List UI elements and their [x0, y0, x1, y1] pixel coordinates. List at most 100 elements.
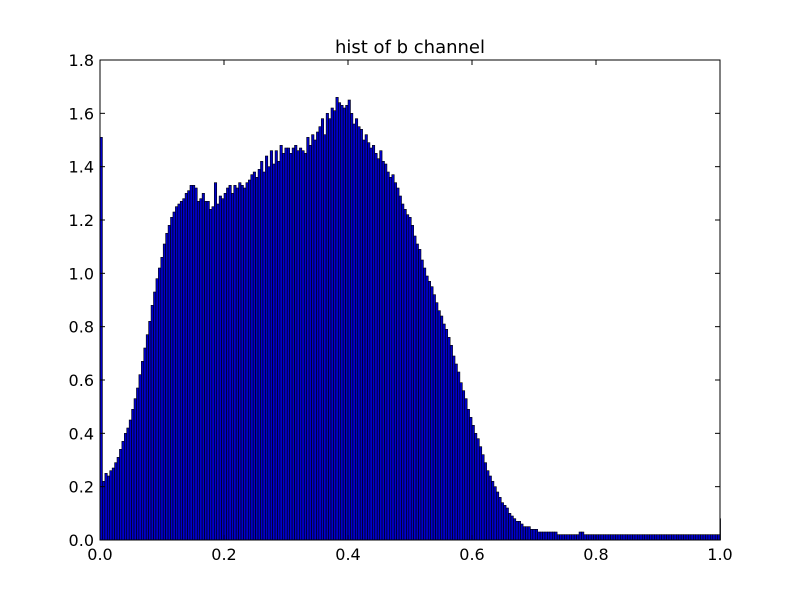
histogram-bar	[102, 481, 106, 541]
histogram-bar	[277, 161, 281, 541]
histogram-bar	[248, 179, 252, 541]
histogram-bar	[561, 534, 565, 541]
histogram-bar	[615, 534, 619, 541]
histogram-bar	[403, 209, 407, 541]
histogram-bar	[413, 235, 417, 541]
histogram-bar	[318, 126, 322, 541]
histogram-bar	[425, 275, 429, 541]
y-tick-label: 0.2	[69, 478, 94, 497]
histogram-bar	[342, 107, 346, 541]
histogram-bar	[187, 190, 191, 541]
histogram-bar	[549, 531, 553, 541]
histogram-bar	[510, 515, 514, 541]
histogram-bar	[476, 438, 480, 541]
y-tick-label: 0.0	[69, 531, 94, 550]
histogram-bar	[299, 147, 303, 541]
histogram-bar	[556, 534, 560, 541]
histogram-bar	[340, 105, 344, 541]
histogram-bar	[291, 147, 295, 541]
histogram-bar	[150, 305, 154, 541]
histogram-bar	[569, 534, 573, 541]
histogram-bar	[639, 534, 643, 541]
histogram-bar	[700, 534, 704, 541]
histogram-bar	[189, 185, 193, 541]
histogram-bar	[209, 209, 213, 541]
histogram-bar	[410, 225, 414, 541]
histogram-bar	[289, 153, 293, 541]
histogram-bar	[714, 534, 718, 541]
x-tick-label: 0.4	[335, 545, 360, 564]
histogram-bar	[240, 185, 244, 541]
histogram-bar	[479, 446, 483, 541]
histogram-bar	[398, 195, 402, 541]
histogram-bar	[551, 531, 556, 541]
chart-title: hist of b channel	[335, 37, 485, 58]
histogram-bar	[106, 475, 111, 541]
histogram-bar	[192, 185, 196, 541]
histogram-bar	[500, 502, 504, 541]
histogram-bar	[617, 534, 621, 541]
histogram-bar	[578, 531, 582, 541]
histogram-bar	[364, 134, 368, 541]
histogram-bar	[267, 166, 271, 541]
histogram-bar	[350, 113, 354, 541]
histogram-bar	[294, 145, 298, 541]
histogram-bar	[423, 267, 427, 541]
histogram-bar	[695, 534, 699, 541]
histogram-bar	[345, 105, 349, 541]
histogram-bar	[250, 174, 254, 541]
histogram-bar	[651, 534, 655, 541]
histogram-bar	[712, 534, 716, 541]
histogram-bar	[211, 206, 215, 541]
histogram-bar	[138, 374, 142, 541]
histogram-bar	[627, 534, 631, 541]
histogram-bar	[131, 409, 135, 541]
histogram-bar	[184, 193, 188, 541]
histogram-bar	[493, 486, 497, 541]
histogram-bar	[447, 337, 451, 541]
histogram-bar	[119, 449, 123, 541]
histogram-bar	[401, 203, 405, 541]
histogram-bar	[517, 521, 521, 541]
y-tick-label: 0.4	[69, 424, 94, 443]
histogram-bar	[379, 150, 383, 541]
plot-frame	[99, 59, 721, 541]
histogram-bar	[235, 187, 239, 541]
histogram-bar	[160, 257, 164, 541]
histogram-bar	[323, 134, 327, 541]
histogram-bar	[316, 131, 320, 541]
histogram-bar	[243, 187, 247, 541]
histogram-bar	[624, 534, 628, 541]
histogram-bar	[325, 113, 329, 541]
histogram-bar	[182, 198, 186, 541]
histogram-bar	[656, 534, 660, 541]
histogram-bar	[430, 286, 434, 541]
histogram-bar	[391, 174, 395, 541]
histogram-bar	[226, 187, 230, 541]
y-tick-label: 1.6	[69, 104, 94, 123]
histogram-bar	[194, 187, 198, 541]
histogram-bar	[590, 534, 594, 541]
histogram-bar	[155, 278, 159, 541]
histogram-bar	[218, 195, 222, 541]
x-tick-label: 1.0	[707, 545, 732, 564]
histogram-bar	[663, 534, 667, 541]
histogram-bar	[228, 185, 232, 541]
histogram-bar	[605, 534, 609, 541]
histogram-bar	[527, 526, 531, 541]
histogram-bar	[381, 161, 385, 541]
histogram-bar	[158, 267, 162, 541]
histogram-bar	[600, 534, 604, 541]
histogram-bar	[386, 171, 390, 541]
histogram-bar	[488, 475, 492, 541]
histogram-bar	[114, 462, 118, 541]
y-tick-label: 0.8	[69, 318, 94, 337]
histogram-bar	[175, 206, 179, 541]
histogram-bar	[128, 419, 132, 541]
histogram-bar	[286, 147, 290, 541]
histogram-bar	[420, 259, 424, 541]
histogram-bar	[534, 529, 538, 541]
histogram-bar	[588, 534, 592, 541]
histogram-bar	[707, 534, 711, 541]
histogram-bar	[690, 534, 694, 541]
